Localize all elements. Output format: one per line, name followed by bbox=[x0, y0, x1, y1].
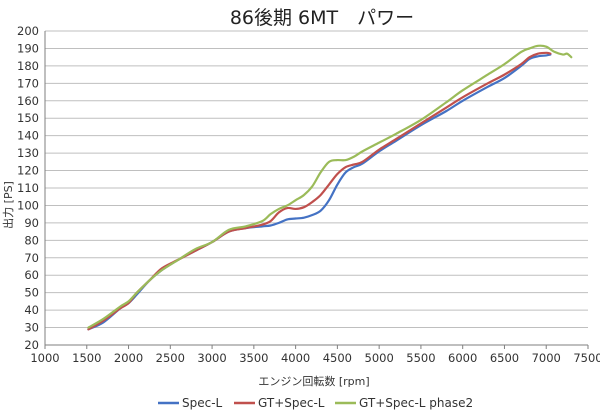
y-tick-labels: 20 30 40 50 60 70 80 90 100 110 120 130 140 150 160 170… bbox=[17, 24, 39, 352]
y-tick-label: 180 bbox=[17, 59, 39, 73]
y-tick-label: 150 bbox=[17, 111, 39, 125]
x-tick-label: 4500 bbox=[323, 351, 352, 365]
y-tick-label: 70 bbox=[24, 251, 39, 265]
x-tick-label: 2000 bbox=[114, 351, 143, 365]
x-tick-label: 5500 bbox=[406, 351, 435, 365]
grid-lines bbox=[45, 30, 588, 329]
y-tick-label: 50 bbox=[24, 286, 39, 300]
x-tick-label: 7500 bbox=[573, 351, 600, 365]
axes bbox=[44, 31, 589, 349]
y-tick-label: 90 bbox=[24, 216, 39, 230]
x-tick-label: 1000 bbox=[30, 351, 59, 365]
y-tick-label: 100 bbox=[17, 198, 39, 212]
legend-label-3: GT+Spec-L phase2 bbox=[359, 396, 473, 410]
y-tick-label: 40 bbox=[24, 303, 39, 317]
x-axis-label: エンジン回転数 [rpm] bbox=[258, 375, 369, 388]
x-tick-label: 6000 bbox=[448, 351, 477, 365]
y-tick-label: 190 bbox=[17, 41, 39, 55]
series-lines bbox=[87, 44, 573, 331]
y-tick-label: 20 bbox=[24, 338, 39, 352]
x-tick-label: 2500 bbox=[156, 351, 185, 365]
y-tick-label: 60 bbox=[24, 268, 39, 282]
y-tick-label: 140 bbox=[17, 129, 39, 143]
x-tick-label: 4000 bbox=[281, 351, 310, 365]
series-line-2 bbox=[87, 51, 552, 331]
y-tick-label: 200 bbox=[17, 24, 39, 38]
y-tick-label: 80 bbox=[24, 233, 39, 247]
x-tick-label: 7000 bbox=[532, 351, 561, 365]
x-tick-label: 1500 bbox=[72, 351, 101, 365]
legend: Spec-L GT+Spec-L GT+Spec-L phase2 bbox=[158, 396, 473, 410]
y-tick-label: 160 bbox=[17, 94, 39, 108]
y-tick-label: 170 bbox=[17, 76, 39, 90]
x-tick-label: 3000 bbox=[197, 351, 226, 365]
y-tick-label: 130 bbox=[17, 146, 39, 160]
series-line-3 bbox=[87, 44, 573, 329]
y-tick-label: 30 bbox=[24, 321, 39, 335]
x-tick-labels: 1000 1500 2000 2500 3000 3500 4000 4500 5000 5500… bbox=[30, 351, 600, 365]
legend-label-1: Spec-L bbox=[182, 396, 223, 410]
y-tick-label: 120 bbox=[17, 164, 39, 178]
y-axis-label: 出力 [PS] bbox=[1, 181, 15, 229]
series-line-1 bbox=[87, 53, 552, 331]
x-tick-label: 5000 bbox=[365, 351, 394, 365]
chart-title: 86後期 6MT パワー bbox=[230, 7, 414, 29]
legend-label-2: GT+Spec-L bbox=[258, 396, 325, 410]
x-tick-label: 6500 bbox=[490, 351, 519, 365]
y-tick-label: 110 bbox=[17, 181, 39, 195]
x-tick-label: 3500 bbox=[239, 351, 268, 365]
